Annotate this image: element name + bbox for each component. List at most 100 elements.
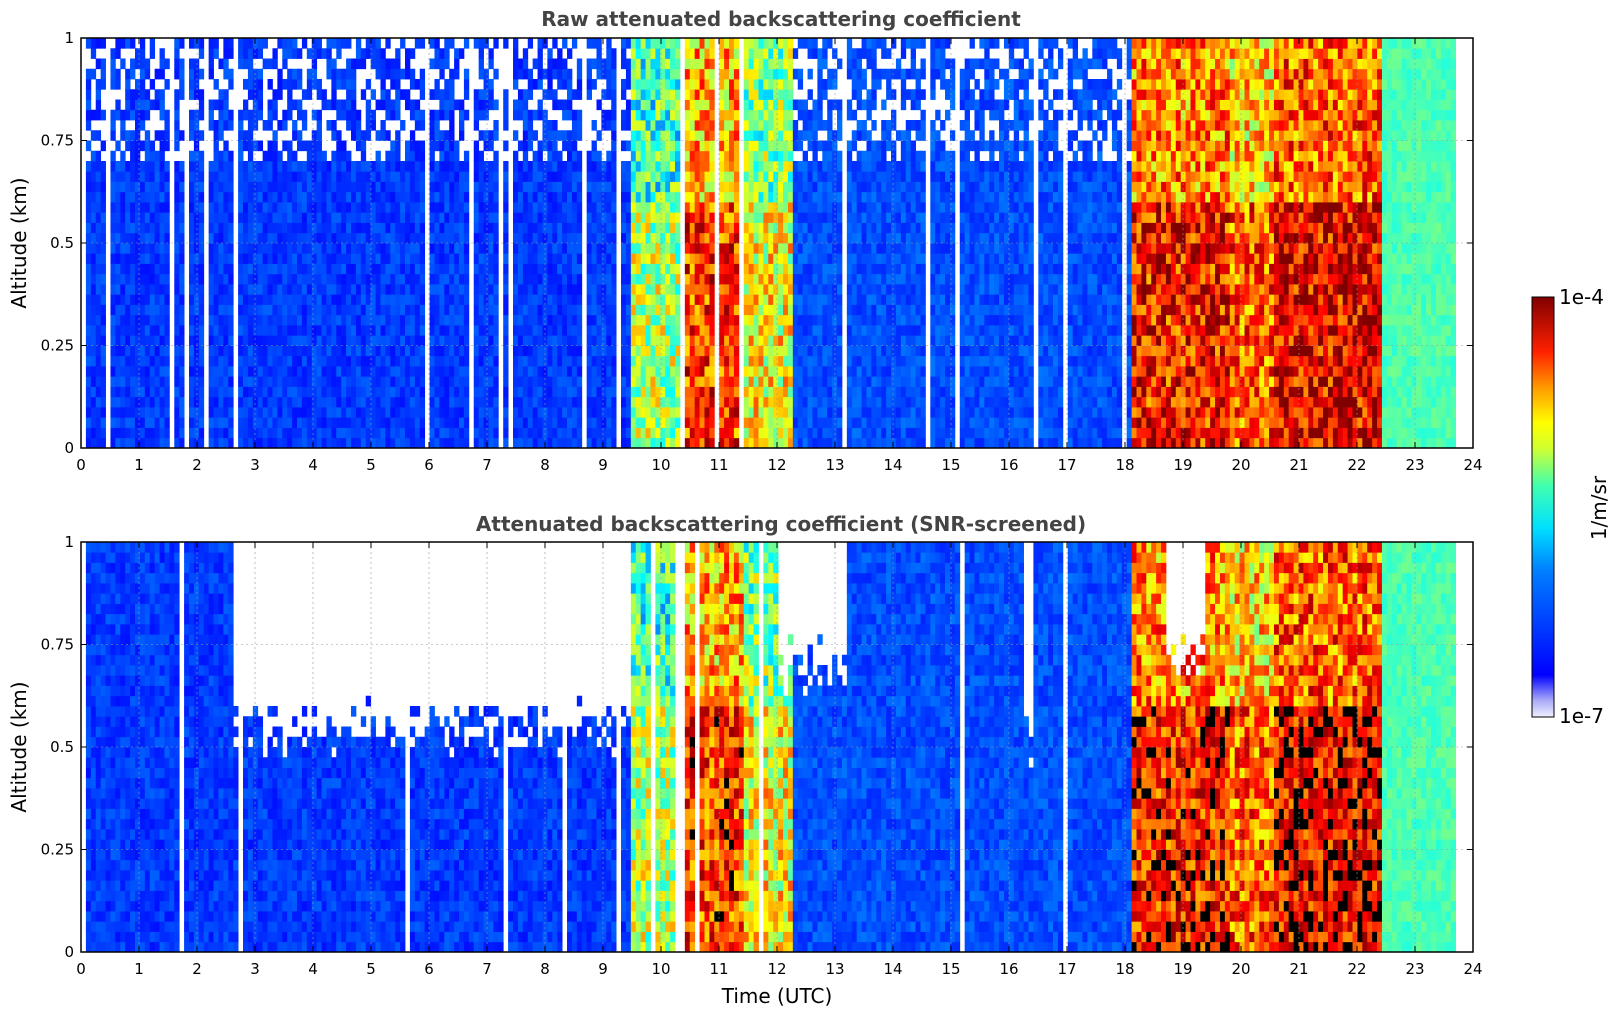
heatmap-cell [798,315,803,326]
heatmap-cell [272,438,277,449]
heatmap-cell [101,417,106,428]
heatmap-cell [410,151,415,162]
heatmap-cell [258,366,263,377]
heatmap-cell [523,284,528,295]
heatmap-cell [326,59,331,70]
heatmap-cell [307,233,312,244]
heatmap-cell [385,253,390,264]
heatmap-cell [704,59,709,70]
heatmap-cell [562,335,567,346]
heatmap-cell [287,151,292,162]
heatmap-cell [444,223,449,234]
heatmap-cell [513,182,518,193]
heatmap-cell [238,243,243,254]
heatmap-cell [606,305,611,316]
heatmap-cell [336,387,341,398]
heatmap-cell [282,38,287,49]
heatmap-cell [493,325,498,336]
heatmap-cell [788,182,793,193]
heatmap-cell [690,202,695,213]
heatmap-cell [130,38,135,49]
heatmap-cell [464,264,469,275]
heatmap-cell [420,397,425,408]
heatmap-cell [636,305,641,316]
heatmap-cell [297,346,302,357]
heatmap-cell [317,141,322,152]
heatmap-cell [130,233,135,244]
heatmap-cell [518,161,523,172]
heatmap-cell [798,38,803,49]
heatmap-cell [174,274,179,285]
heatmap-cell [336,151,341,162]
heatmap-cell [400,264,405,275]
heatmap-cell [297,182,302,193]
heatmap-cell [611,79,616,90]
heatmap-cell [650,264,655,275]
heatmap-cell [744,212,749,223]
heatmap-cell [268,346,273,357]
heatmap-cell [685,192,690,203]
heatmap-cell [690,130,695,141]
heatmap-cell [268,120,273,131]
heatmap-cell [793,294,798,305]
heatmap-cell [297,284,302,295]
heatmap-cell [346,397,351,408]
heatmap-cell [484,161,489,172]
heatmap-cell [371,305,376,316]
heatmap-cell [493,182,498,193]
heatmap-cell [729,100,734,111]
heatmap-cell [577,89,582,100]
heatmap-cell [562,325,567,336]
heatmap-cell [552,274,557,285]
heatmap-cell [665,59,670,70]
heatmap-cell [596,38,601,49]
heatmap-cell [228,79,233,90]
heatmap-cell [395,264,400,275]
heatmap-cell [650,366,655,377]
heatmap-cell [390,305,395,316]
heatmap-cell [724,305,729,316]
heatmap-cell [336,253,341,264]
heatmap-cell [552,264,557,275]
heatmap-cell [601,305,606,316]
heatmap-cell [376,212,381,223]
heatmap-cell [621,305,626,316]
heatmap-cell [523,171,528,182]
heatmap-cell [675,397,680,408]
heatmap-cell [292,335,297,346]
heatmap-cell [709,243,714,254]
heatmap-cell [376,315,381,326]
heatmap-cell [160,356,165,367]
heatmap-cell [768,264,773,275]
heatmap-cell [783,376,788,387]
heatmap-cell [439,171,444,182]
heatmap-cell [538,48,543,59]
heatmap-cell [704,366,709,377]
heatmap-cell [238,110,243,121]
heatmap-cell [488,141,493,152]
heatmap-cell [812,417,817,428]
heatmap-cell [135,315,140,326]
heatmap-cell [209,315,214,326]
heatmap-cell [808,48,813,59]
heatmap-cell [268,294,273,305]
heatmap-cell [223,182,228,193]
heatmap-cell [454,315,459,326]
heatmap-cell [322,264,327,275]
heatmap-cell [709,253,714,264]
heatmap-cell [174,243,179,254]
heatmap-cell [631,38,636,49]
heatmap-cell [317,284,322,295]
heatmap-cell [557,356,562,367]
heatmap-cell [258,284,263,295]
heatmap-cell [326,192,331,203]
heatmap-cell [636,69,641,80]
heatmap-cell [189,376,194,387]
heatmap-cell [420,161,425,172]
heatmap-cell [439,438,444,449]
heatmap-cell [444,356,449,367]
heatmap-cell [130,264,135,275]
heatmap-cell [307,325,312,336]
heatmap-cell [145,294,150,305]
heatmap-cell [758,79,763,90]
